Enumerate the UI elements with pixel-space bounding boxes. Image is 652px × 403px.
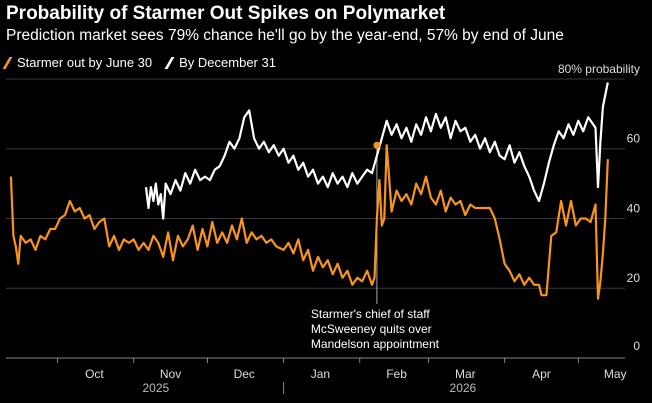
- annotation-marker: [373, 141, 381, 149]
- annotation-text-line-3: Mandelson appointment: [311, 337, 440, 351]
- y-tick-label-20: 20: [627, 271, 641, 285]
- legend-label-december: By December 31: [179, 55, 276, 70]
- chart-title: Probability of Starmer Out Spikes on Pol…: [6, 3, 446, 24]
- series-line-december: [144, 82, 609, 220]
- x-tick-label-may: May: [604, 367, 627, 381]
- legend-label-june: Starmer out by June 30: [17, 55, 153, 70]
- annotation-text-line-1: Starmer's chief of staff: [311, 307, 430, 321]
- y-tick-label-60: 60: [627, 132, 641, 146]
- x-tick-label-feb: Feb: [386, 367, 407, 381]
- x-tick-label-jan: Jan: [311, 367, 330, 381]
- y-tick-label-40: 40: [627, 201, 641, 215]
- x-tick-label-oct: Oct: [85, 367, 104, 381]
- chart-legend: Starmer out by June 30 By December 31: [2, 55, 292, 70]
- annotation-text-line-2: McSweeney quits over: [311, 322, 432, 336]
- chart-subtitle: Prediction market sees 79% chance he'll …: [6, 27, 564, 44]
- y-tick-label-0: 0: [633, 339, 640, 353]
- legend-item-june: Starmer out by June 30: [2, 55, 153, 70]
- legend-item-december: By December 31: [164, 55, 276, 70]
- x-tick-label-nov: Nov: [160, 367, 181, 381]
- x-tick-label-dec: Dec: [234, 367, 255, 381]
- series-line-june: [9, 144, 609, 300]
- x-tick-label-mar: Mar: [455, 367, 476, 381]
- y-tick-label-80: 80% probability: [558, 62, 640, 76]
- x-tick-label-apr: Apr: [532, 367, 551, 381]
- year-label-2025: 2025: [142, 381, 169, 395]
- year-label-2026: 2026: [450, 381, 477, 395]
